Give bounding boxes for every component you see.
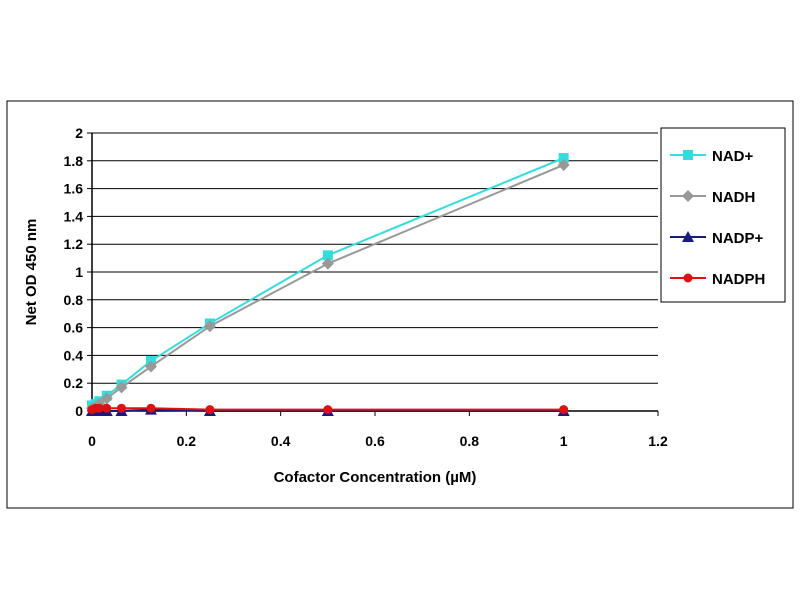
y-tick-label: 1.4 (64, 208, 84, 224)
y-tick-label: 2 (75, 125, 83, 141)
legend-label: NADPH (712, 271, 765, 288)
x-tick-label: 0.2 (177, 433, 197, 449)
y-tick-label: 1.6 (64, 181, 84, 197)
y-tick-label: 0.8 (64, 292, 84, 308)
x-tick-label: 0.6 (365, 433, 385, 449)
legend (660, 127, 786, 303)
data-point (102, 403, 112, 413)
data-point (323, 405, 333, 415)
y-tick-label: 0.2 (64, 375, 84, 391)
data-point (116, 403, 126, 413)
legend-label: NADP+ (712, 230, 764, 247)
data-point (146, 403, 156, 413)
series-nadph (87, 403, 569, 415)
y-tick-label: 1.8 (64, 153, 84, 169)
legend-marker (683, 150, 693, 160)
data-point (322, 250, 333, 261)
data-point (205, 405, 215, 415)
data-point (321, 257, 334, 270)
data-point (144, 360, 157, 373)
y-axis-label: Net OD 450 nm (23, 219, 40, 326)
legend-marker (683, 273, 693, 283)
y-tick-label: 1 (75, 264, 83, 280)
legend-marker (682, 190, 694, 202)
y-tick-label: 1.2 (64, 236, 84, 252)
data-point (203, 320, 216, 333)
legend-label: NADH (712, 189, 755, 206)
data-point (115, 381, 128, 394)
y-tick-label: 0.6 (64, 320, 84, 336)
x-tick-label: 0.8 (460, 433, 480, 449)
y-tick-label: 0 (75, 403, 83, 419)
data-point (559, 405, 569, 415)
y-tick-label: 0.4 (64, 347, 84, 363)
data-point (558, 153, 569, 164)
data-point (557, 158, 570, 171)
legend-marker (682, 231, 694, 242)
legend-label: NAD+ (712, 148, 753, 165)
x-tick-label: 0 (88, 433, 96, 449)
x-axis-label: Cofactor Concentration (µM) (274, 469, 477, 486)
data-point (100, 392, 113, 405)
x-tick-label: 0.4 (271, 433, 291, 449)
x-tick-label: 1 (560, 433, 568, 449)
data-point (94, 403, 104, 413)
x-tick-label: 1.2 (648, 433, 668, 449)
